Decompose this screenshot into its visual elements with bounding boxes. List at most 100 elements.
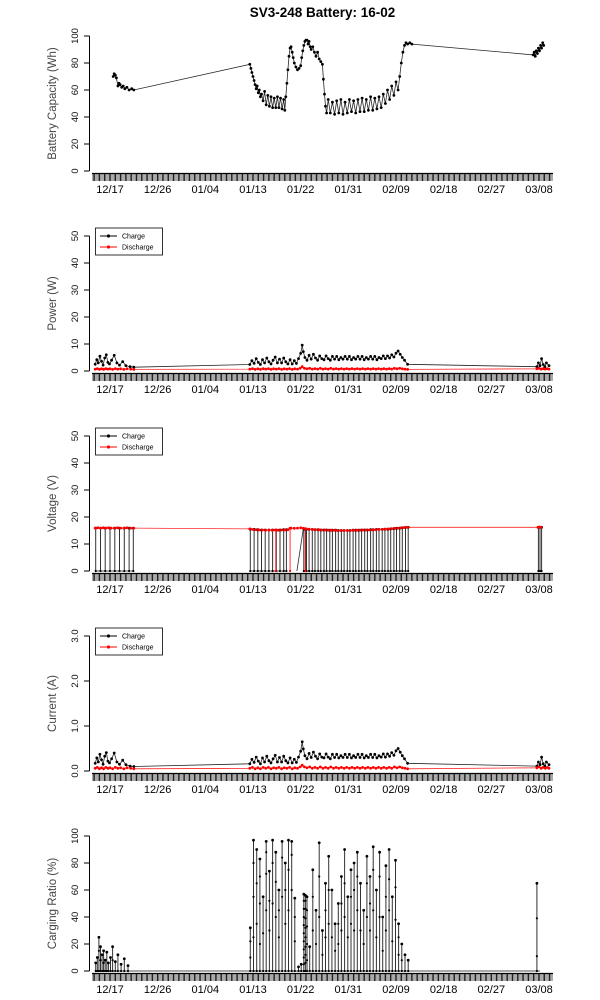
x-tick-label: 02/09 — [382, 584, 410, 596]
series-discharge — [93, 365, 551, 371]
panel-charging-ratio-chart: 0 20 40 60 80 100 Carging Ratio (%) 12/17 12/26 0… — [47, 828, 553, 996]
x-tick-label: 02/27 — [478, 384, 506, 396]
y-tick-label: 20 — [70, 139, 81, 150]
x-tick-label: 01/31 — [335, 784, 363, 796]
legend-label-charge: Charge — [122, 634, 145, 641]
x-tick-label: 02/09 — [382, 384, 410, 396]
series-charge — [94, 838, 541, 973]
x-tick-label: 02/09 — [382, 784, 410, 796]
y-tick-label: 0 — [70, 568, 81, 573]
legend-label-discharge: Discharge — [122, 445, 154, 452]
x-tick-label: 01/13 — [239, 984, 267, 996]
y-tick-label: 60 — [70, 885, 81, 896]
x-tick-label: 12/17 — [96, 384, 124, 396]
series-charge — [93, 343, 551, 369]
series-charge — [93, 740, 551, 768]
y-tick-label: 20 — [70, 312, 81, 323]
x-tick-label: 01/22 — [287, 584, 315, 596]
x-axis-charging-ratio: 12/17 12/26 01/04 01/13 01/22 01/31 02/09 02/18… — [92, 972, 553, 996]
x-tick-label: 02/18 — [430, 384, 458, 396]
x-tick-label: 12/26 — [144, 184, 172, 196]
x-tick-label: 03/08 — [525, 784, 553, 796]
x-tick-label: 02/27 — [478, 184, 506, 196]
x-tick-label: 02/27 — [478, 984, 506, 996]
y-tick-label: 3.0 — [70, 629, 81, 642]
y-axis-charging-ratio: 0 20 40 60 80 100 Carging Ratio (%) — [47, 828, 90, 974]
y-tick-label: 80 — [70, 58, 81, 69]
y-tick-label: 20 — [70, 512, 81, 523]
x-tick-label: 01/04 — [192, 584, 220, 596]
x-tick-label: 01/31 — [335, 584, 363, 596]
x-tick-label: 03/08 — [525, 584, 553, 596]
panel-current-chart: 0.0 1.0 2.0 3.0 Current (A) 12/17 12/26 01/04 01… — [47, 627, 553, 796]
x-tick-label: 03/08 — [525, 184, 553, 196]
x-tick-label: 02/18 — [430, 984, 458, 996]
x-tick-label: 12/17 — [96, 984, 124, 996]
x-tick-label: 01/04 — [192, 384, 220, 396]
y-axis-title: Voltage (V) — [47, 475, 59, 532]
x-tick-label: 03/08 — [525, 984, 553, 996]
y-tick-label: 60 — [70, 85, 81, 96]
y-tick-label: 20 — [70, 939, 81, 950]
x-axis-current: 12/17 12/26 01/04 01/13 01/22 01/31 02/09 02/18… — [92, 772, 553, 796]
x-tick-label: 01/31 — [335, 184, 363, 196]
panel-power-chart: 0 10 20 30 40 50 Power (W) 12/17 12/26 01/04 01/13… — [47, 227, 553, 396]
x-axis-power: 12/17 12/26 01/04 01/13 01/22 01/31 02/09 02/18… — [92, 372, 553, 396]
y-tick-label: 10 — [70, 339, 81, 350]
x-tick-label: 02/18 — [430, 184, 458, 196]
y-axis-power: 0 10 20 30 40 50 Power (W) — [47, 231, 90, 374]
series-discharge — [93, 525, 543, 532]
x-tick-label: 02/27 — [478, 584, 506, 596]
y-tick-label: 40 — [70, 458, 81, 469]
series-discharge — [93, 763, 551, 771]
x-tick-label: 01/13 — [239, 584, 267, 596]
series-charge-gap-rise — [296, 528, 304, 572]
y-tick-label: 40 — [70, 258, 81, 269]
series-charge — [111, 38, 546, 116]
y-axis-voltage: 0 10 20 30 40 50 Voltage (V) — [47, 431, 90, 574]
x-tick-label: 12/26 — [144, 784, 172, 796]
x-tick-label: 12/17 — [96, 784, 124, 796]
x-axis-voltage: 12/17 12/26 01/04 01/13 01/22 01/31 02/09 02/18… — [92, 572, 553, 596]
x-tick-label: 01/13 — [239, 384, 267, 396]
x-tick-label: 12/26 — [144, 384, 172, 396]
x-tick-label: 01/22 — [287, 784, 315, 796]
y-tick-label: 80 — [70, 858, 81, 869]
legend: Charge Discharge — [95, 627, 163, 656]
x-tick-label: 03/08 — [525, 384, 553, 396]
y-tick-label: 0 — [70, 968, 81, 973]
x-tick-label: 01/31 — [335, 984, 363, 996]
y-axis-title: Battery Capacity (Wh) — [47, 47, 59, 160]
y-tick-label: 50 — [70, 431, 81, 442]
legend-label-discharge: Discharge — [122, 245, 154, 252]
series-charge — [94, 525, 543, 573]
y-tick-label: 10 — [70, 539, 81, 550]
panel-capacity-chart: SV3-248 Battery: 16-02 0 20 40 60 80 100 Batter… — [47, 5, 553, 196]
legend: Charge Discharge — [95, 227, 163, 256]
x-tick-label: 01/04 — [192, 184, 220, 196]
x-tick-label: 01/22 — [287, 984, 315, 996]
x-tick-label: 01/22 — [287, 384, 315, 396]
series-discharge-drops — [274, 526, 307, 573]
x-tick-label: 02/18 — [430, 784, 458, 796]
chart-title: SV3-248 Battery: 16-02 — [250, 5, 396, 20]
x-tick-label: 01/31 — [335, 384, 363, 396]
legend-label-charge: Charge — [122, 434, 145, 441]
x-tick-label: 12/17 — [96, 184, 124, 196]
y-tick-label: 40 — [70, 912, 81, 923]
y-axis-title: Current (A) — [47, 675, 59, 732]
y-tick-label: 50 — [70, 231, 81, 242]
y-tick-label: 30 — [70, 485, 81, 496]
y-axis-current: 0.0 1.0 2.0 3.0 Current (A) — [47, 629, 90, 778]
x-tick-label: 12/26 — [144, 984, 172, 996]
x-axis-capacity: 12/17 12/26 01/04 01/13 01/22 01/31 02/09 02/18… — [92, 172, 553, 196]
y-axis-title: Carging Ratio (%) — [47, 858, 59, 950]
x-tick-label: 01/04 — [192, 784, 220, 796]
panel-voltage-chart: 0 10 20 30 40 50 Voltage (V) 12/17 12/26 01/04 01/… — [47, 427, 553, 596]
y-tick-label: 100 — [70, 828, 81, 844]
x-tick-label: 02/09 — [382, 984, 410, 996]
x-tick-label: 02/18 — [430, 584, 458, 596]
legend: Charge Discharge — [95, 427, 163, 456]
x-tick-label: 12/26 — [144, 584, 172, 596]
